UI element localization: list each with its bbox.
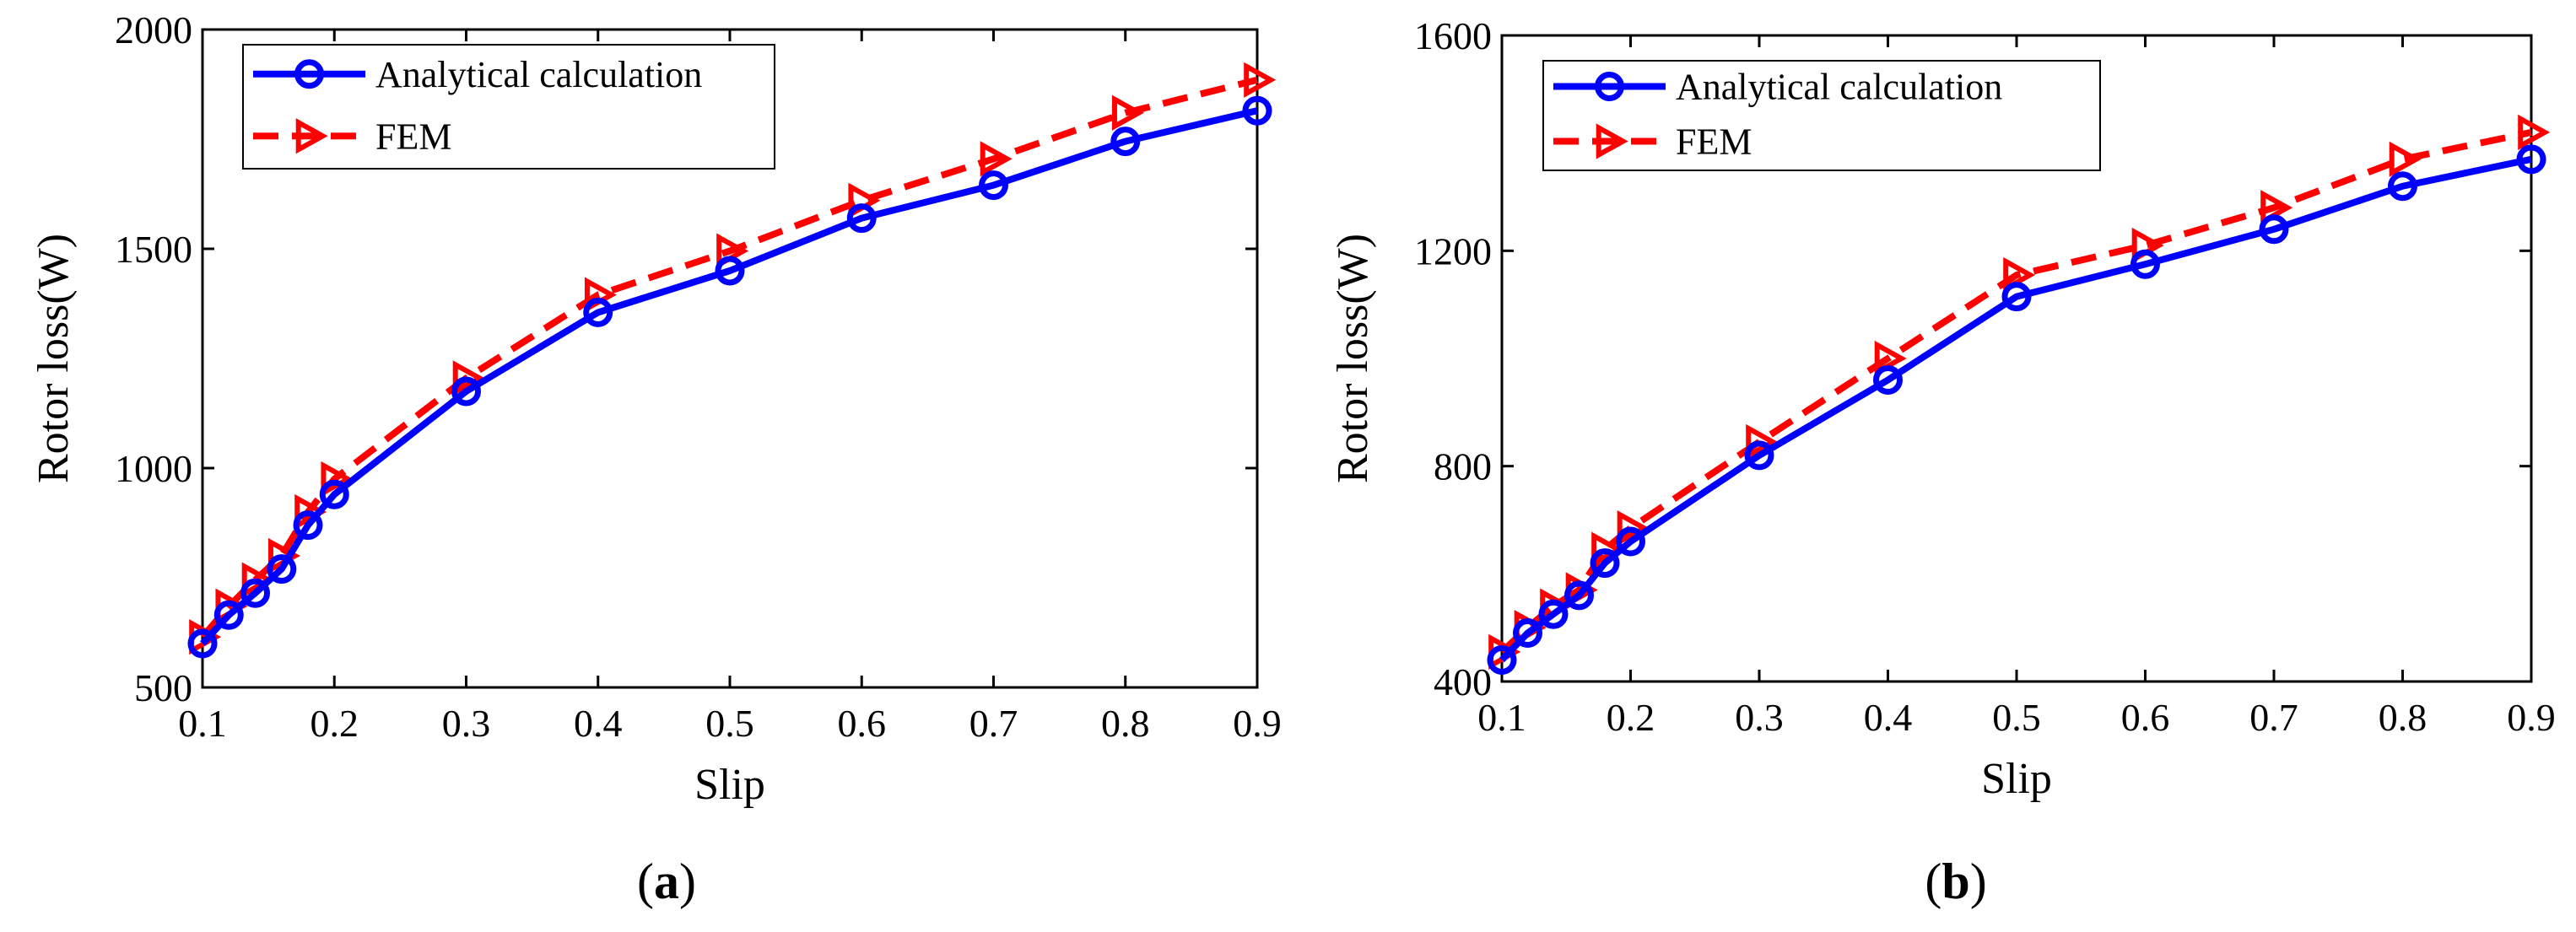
data-point-triangle bbox=[2003, 256, 2036, 294]
data-point-circle bbox=[1564, 580, 1594, 611]
data-point-circle bbox=[1242, 95, 1272, 126]
data-point-circle bbox=[846, 203, 877, 234]
data-point-triangle bbox=[1617, 509, 1650, 547]
legend-label-fem: FEM bbox=[1676, 121, 1752, 163]
data-point-triangle bbox=[1591, 531, 1624, 568]
data-point-circle bbox=[715, 256, 745, 286]
data-point-circle bbox=[1873, 365, 1903, 396]
data-point-circle bbox=[187, 628, 218, 659]
x-tick-label: 0.4 bbox=[1864, 696, 1913, 739]
legend-marker-triangle bbox=[1596, 123, 1628, 159]
data-point-circle bbox=[2001, 282, 2032, 312]
y-tick-label: 1200 bbox=[1414, 229, 1492, 272]
legend-box bbox=[242, 44, 775, 170]
x-tick-label: 0.6 bbox=[838, 702, 887, 745]
data-point-circle bbox=[2259, 214, 2289, 245]
data-point-triangle bbox=[2260, 190, 2293, 226]
data-point-circle bbox=[1590, 548, 1620, 579]
data-point-triangle bbox=[1746, 423, 1779, 461]
data-point-circle bbox=[1744, 440, 1774, 471]
x-tick-label: 0.8 bbox=[2379, 696, 2427, 739]
data-point-circle bbox=[979, 170, 1008, 201]
legend-marker-circle bbox=[1595, 72, 1624, 101]
legend: Analytical calculation FEM bbox=[1542, 60, 2101, 171]
data-point-circle bbox=[267, 554, 297, 585]
x-tick-label: 0.5 bbox=[1992, 696, 2041, 739]
y-tick-label: 2000 bbox=[115, 8, 192, 51]
legend-marker-circle bbox=[294, 59, 324, 89]
data-point-triangle bbox=[321, 461, 354, 498]
x-tick-label: 0.1 bbox=[178, 702, 227, 745]
legend-marker-triangle bbox=[295, 118, 328, 154]
panel-label-a: (a) bbox=[637, 854, 696, 909]
series-line bbox=[200, 107, 1258, 646]
data-point-triangle bbox=[241, 562, 274, 598]
x-axis-label: Slip bbox=[1981, 755, 2052, 803]
series-fem bbox=[1488, 114, 2551, 670]
legend-label-analytical: Analytical calculation bbox=[1676, 67, 2002, 108]
data-point-circle bbox=[213, 600, 244, 630]
data-point-triangle bbox=[1874, 340, 1907, 377]
data-point-circle bbox=[1110, 127, 1141, 157]
x-tick-label: 0.1 bbox=[1477, 696, 1526, 739]
x-tick-label: 0.3 bbox=[442, 702, 491, 745]
y-axis-label: Rotor loss(W) bbox=[30, 234, 78, 483]
y-tick-label: 1000 bbox=[115, 447, 192, 490]
y-tick-label: 1600 bbox=[1414, 14, 1492, 57]
x-tick-label: 0.7 bbox=[2249, 696, 2298, 739]
x-tick-label: 0.3 bbox=[1735, 696, 1784, 739]
data-point-circle bbox=[2130, 249, 2160, 279]
series-line bbox=[1499, 128, 2532, 655]
x-tick-label: 0.7 bbox=[969, 702, 1018, 745]
data-point-triangle bbox=[452, 360, 485, 396]
data-point-circle bbox=[1487, 644, 1517, 675]
y-axis-label: Rotor loss(W) bbox=[1329, 234, 1377, 483]
data-point-circle bbox=[583, 297, 613, 327]
data-point-circle bbox=[1513, 618, 1542, 649]
x-tick-label: 0.2 bbox=[1607, 696, 1655, 739]
y-tick-label: 400 bbox=[1434, 660, 1492, 703]
x-axis-label: Slip bbox=[694, 761, 765, 809]
legend-box bbox=[1542, 60, 2101, 171]
y-tick-label: 500 bbox=[134, 666, 192, 709]
chart-panel-b: 0.1 0.2 0.3 0.4 0.5 0.6 0.7 0.8 0.9 400 800 1200 160… bbox=[1329, 14, 2556, 803]
chart-panel-a: 0.1 0.2 0.3 0.4 0.5 0.6 0.7 0.8 0.9 500 1000 1500 20… bbox=[30, 8, 1282, 809]
x-tick-label: 0.2 bbox=[311, 702, 359, 745]
series-analytical bbox=[187, 95, 1272, 659]
y-tick-label: 800 bbox=[1434, 445, 1492, 488]
data-point-circle bbox=[2388, 171, 2417, 202]
data-point-triangle bbox=[1111, 94, 1144, 131]
data-point-circle bbox=[1616, 526, 1645, 557]
data-point-circle bbox=[1538, 599, 1569, 629]
x-tick-label: 0.4 bbox=[574, 702, 623, 745]
legend-label-analytical: Analytical calculation bbox=[375, 54, 702, 95]
x-tick-label: 0.9 bbox=[1233, 702, 1282, 745]
series-analytical bbox=[1487, 144, 2546, 675]
x-tick-label: 0.6 bbox=[2121, 696, 2170, 739]
data-point-triangle bbox=[2518, 114, 2551, 150]
x-tick-label: 0.5 bbox=[705, 702, 754, 745]
y-tick-label: 1500 bbox=[115, 228, 192, 271]
data-point-triangle bbox=[2389, 141, 2422, 177]
data-point-circle bbox=[240, 578, 270, 608]
data-point-triangle bbox=[1244, 62, 1277, 98]
data-point-circle bbox=[451, 376, 481, 407]
legend-label-fem: FEM bbox=[375, 116, 451, 157]
legend: Analytical calculation FEM bbox=[242, 44, 775, 170]
series-line bbox=[1499, 155, 2532, 663]
x-tick-label: 0.9 bbox=[2507, 696, 2556, 739]
x-tick-label: 0.8 bbox=[1101, 702, 1150, 745]
data-point-triangle bbox=[980, 141, 1013, 177]
data-point-circle bbox=[2516, 144, 2546, 175]
data-point-circle bbox=[319, 479, 349, 509]
panel-label-b: (b) bbox=[1925, 854, 1986, 909]
data-point-circle bbox=[293, 510, 323, 541]
